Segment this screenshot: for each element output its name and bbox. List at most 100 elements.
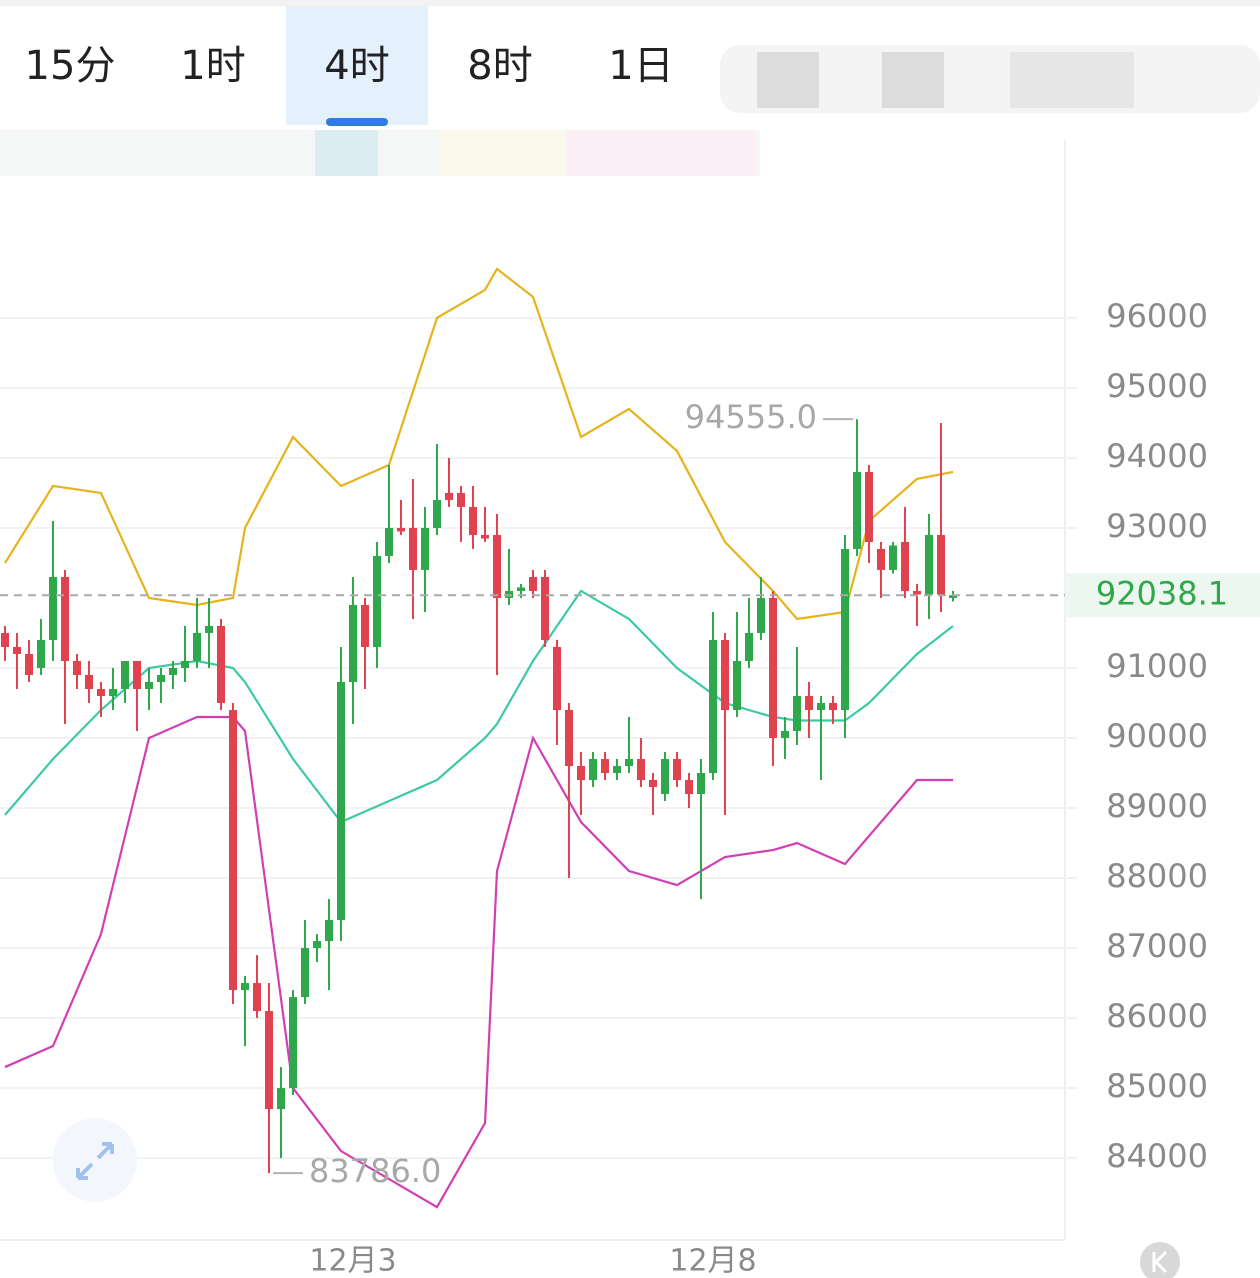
candle-body — [241, 983, 249, 991]
candle-body — [217, 625, 225, 703]
y-tick-label: 87000 — [1106, 927, 1208, 965]
top-edge — [0, 0, 1260, 6]
candle-body — [265, 1011, 273, 1110]
candle-body — [13, 646, 21, 654]
x-tick-label: 12月3 — [309, 1244, 396, 1278]
candle-body — [769, 597, 777, 739]
candle-body — [349, 604, 357, 682]
candle-body — [541, 576, 549, 640]
candle-body — [673, 759, 681, 781]
candle-body — [169, 667, 177, 675]
candle-body — [577, 766, 585, 781]
low-annotation: 83786.0 — [309, 1152, 441, 1190]
candle-body — [853, 471, 861, 549]
y-tick-label: 90000 — [1106, 717, 1208, 755]
candle-body — [469, 506, 477, 535]
k-icon — [1152, 1250, 1168, 1274]
candle-body — [517, 587, 525, 591]
candle-body — [133, 660, 141, 689]
candle-body — [553, 646, 561, 710]
candle-body — [289, 997, 297, 1089]
candle-body — [37, 639, 45, 668]
candle-body — [49, 576, 57, 640]
candle-body — [817, 702, 825, 710]
blurred-strip — [440, 130, 566, 176]
x-tick-label: 12月8 — [669, 1244, 756, 1278]
candle-body — [409, 527, 417, 570]
candle-body — [601, 759, 609, 774]
candle-body — [757, 597, 765, 633]
candle-body — [841, 548, 849, 710]
candle-body — [205, 625, 213, 633]
candle-body — [829, 702, 837, 710]
candle-body — [901, 541, 909, 591]
candle-body — [109, 688, 117, 696]
candle-body — [589, 759, 597, 781]
timeframe-tab[interactable]: 1日 — [608, 43, 673, 89]
candle-body — [1, 632, 9, 647]
band-line — [4, 715, 953, 1209]
y-tick-label: 85000 — [1106, 1067, 1208, 1105]
timeframe-tab[interactable]: 15分 — [25, 43, 116, 89]
last-price-label: 92038.1 — [1096, 574, 1228, 612]
candle-body — [181, 660, 189, 668]
candle-body — [529, 576, 537, 591]
candle-body — [865, 471, 873, 542]
candle-body — [697, 773, 705, 795]
y-tick-label: 89000 — [1106, 787, 1208, 825]
candle-body — [97, 688, 105, 696]
candle-body — [805, 695, 813, 710]
candle-body — [337, 681, 345, 921]
y-tick-label: 86000 — [1106, 997, 1208, 1035]
candle-body — [685, 780, 693, 795]
y-tick-label: 93000 — [1106, 507, 1208, 545]
timeframe-tab[interactable]: 8时 — [467, 43, 532, 89]
candle-body — [325, 920, 333, 942]
timeframe-tab[interactable]: 1时 — [180, 43, 245, 89]
candle-body — [385, 527, 393, 556]
candle-body — [73, 660, 81, 675]
last-price-bg — [1065, 573, 1260, 618]
candle-body — [649, 780, 657, 788]
candle-body — [637, 759, 645, 781]
candle-body — [421, 527, 429, 570]
y-tick-label: 91000 — [1106, 647, 1208, 685]
y-tick-label: 94000 — [1106, 437, 1208, 475]
high-annotation: 94555.0 — [685, 398, 817, 436]
candle-body — [313, 941, 321, 949]
candle-body — [433, 499, 441, 528]
candle-body — [229, 710, 237, 991]
blurred-block — [1010, 52, 1134, 108]
candle-body — [121, 660, 129, 689]
expand-button[interactable] — [53, 1118, 137, 1202]
candle-body — [253, 983, 261, 1012]
candle-body — [157, 674, 165, 682]
y-tick-label: 84000 — [1106, 1137, 1208, 1175]
candle-body — [457, 492, 465, 507]
candle-body — [733, 660, 741, 710]
candle-body — [277, 1088, 285, 1110]
candle-body — [193, 632, 201, 661]
candle-body — [925, 534, 933, 595]
candle-body — [61, 576, 69, 661]
candle-body — [709, 639, 717, 774]
candle-body — [937, 534, 945, 595]
candle-body — [781, 731, 789, 739]
tab-bar: 15分 1时 4时 8时 1日 — [0, 0, 1260, 126]
candle-body — [745, 632, 753, 661]
candle-body — [373, 555, 381, 647]
candle-body — [481, 534, 489, 539]
timeframe-tab[interactable]: 4时 — [324, 43, 389, 89]
candle-body — [877, 548, 885, 570]
candle-body — [301, 948, 309, 998]
y-tick-label: 95000 — [1106, 367, 1208, 405]
active-tab-bg — [286, 6, 428, 125]
y-tick-label: 96000 — [1106, 297, 1208, 335]
blurred-block — [882, 52, 944, 108]
candle-body — [625, 759, 633, 767]
candle-body — [493, 534, 501, 598]
candle-body — [949, 595, 957, 598]
blurred-strip — [566, 130, 756, 176]
